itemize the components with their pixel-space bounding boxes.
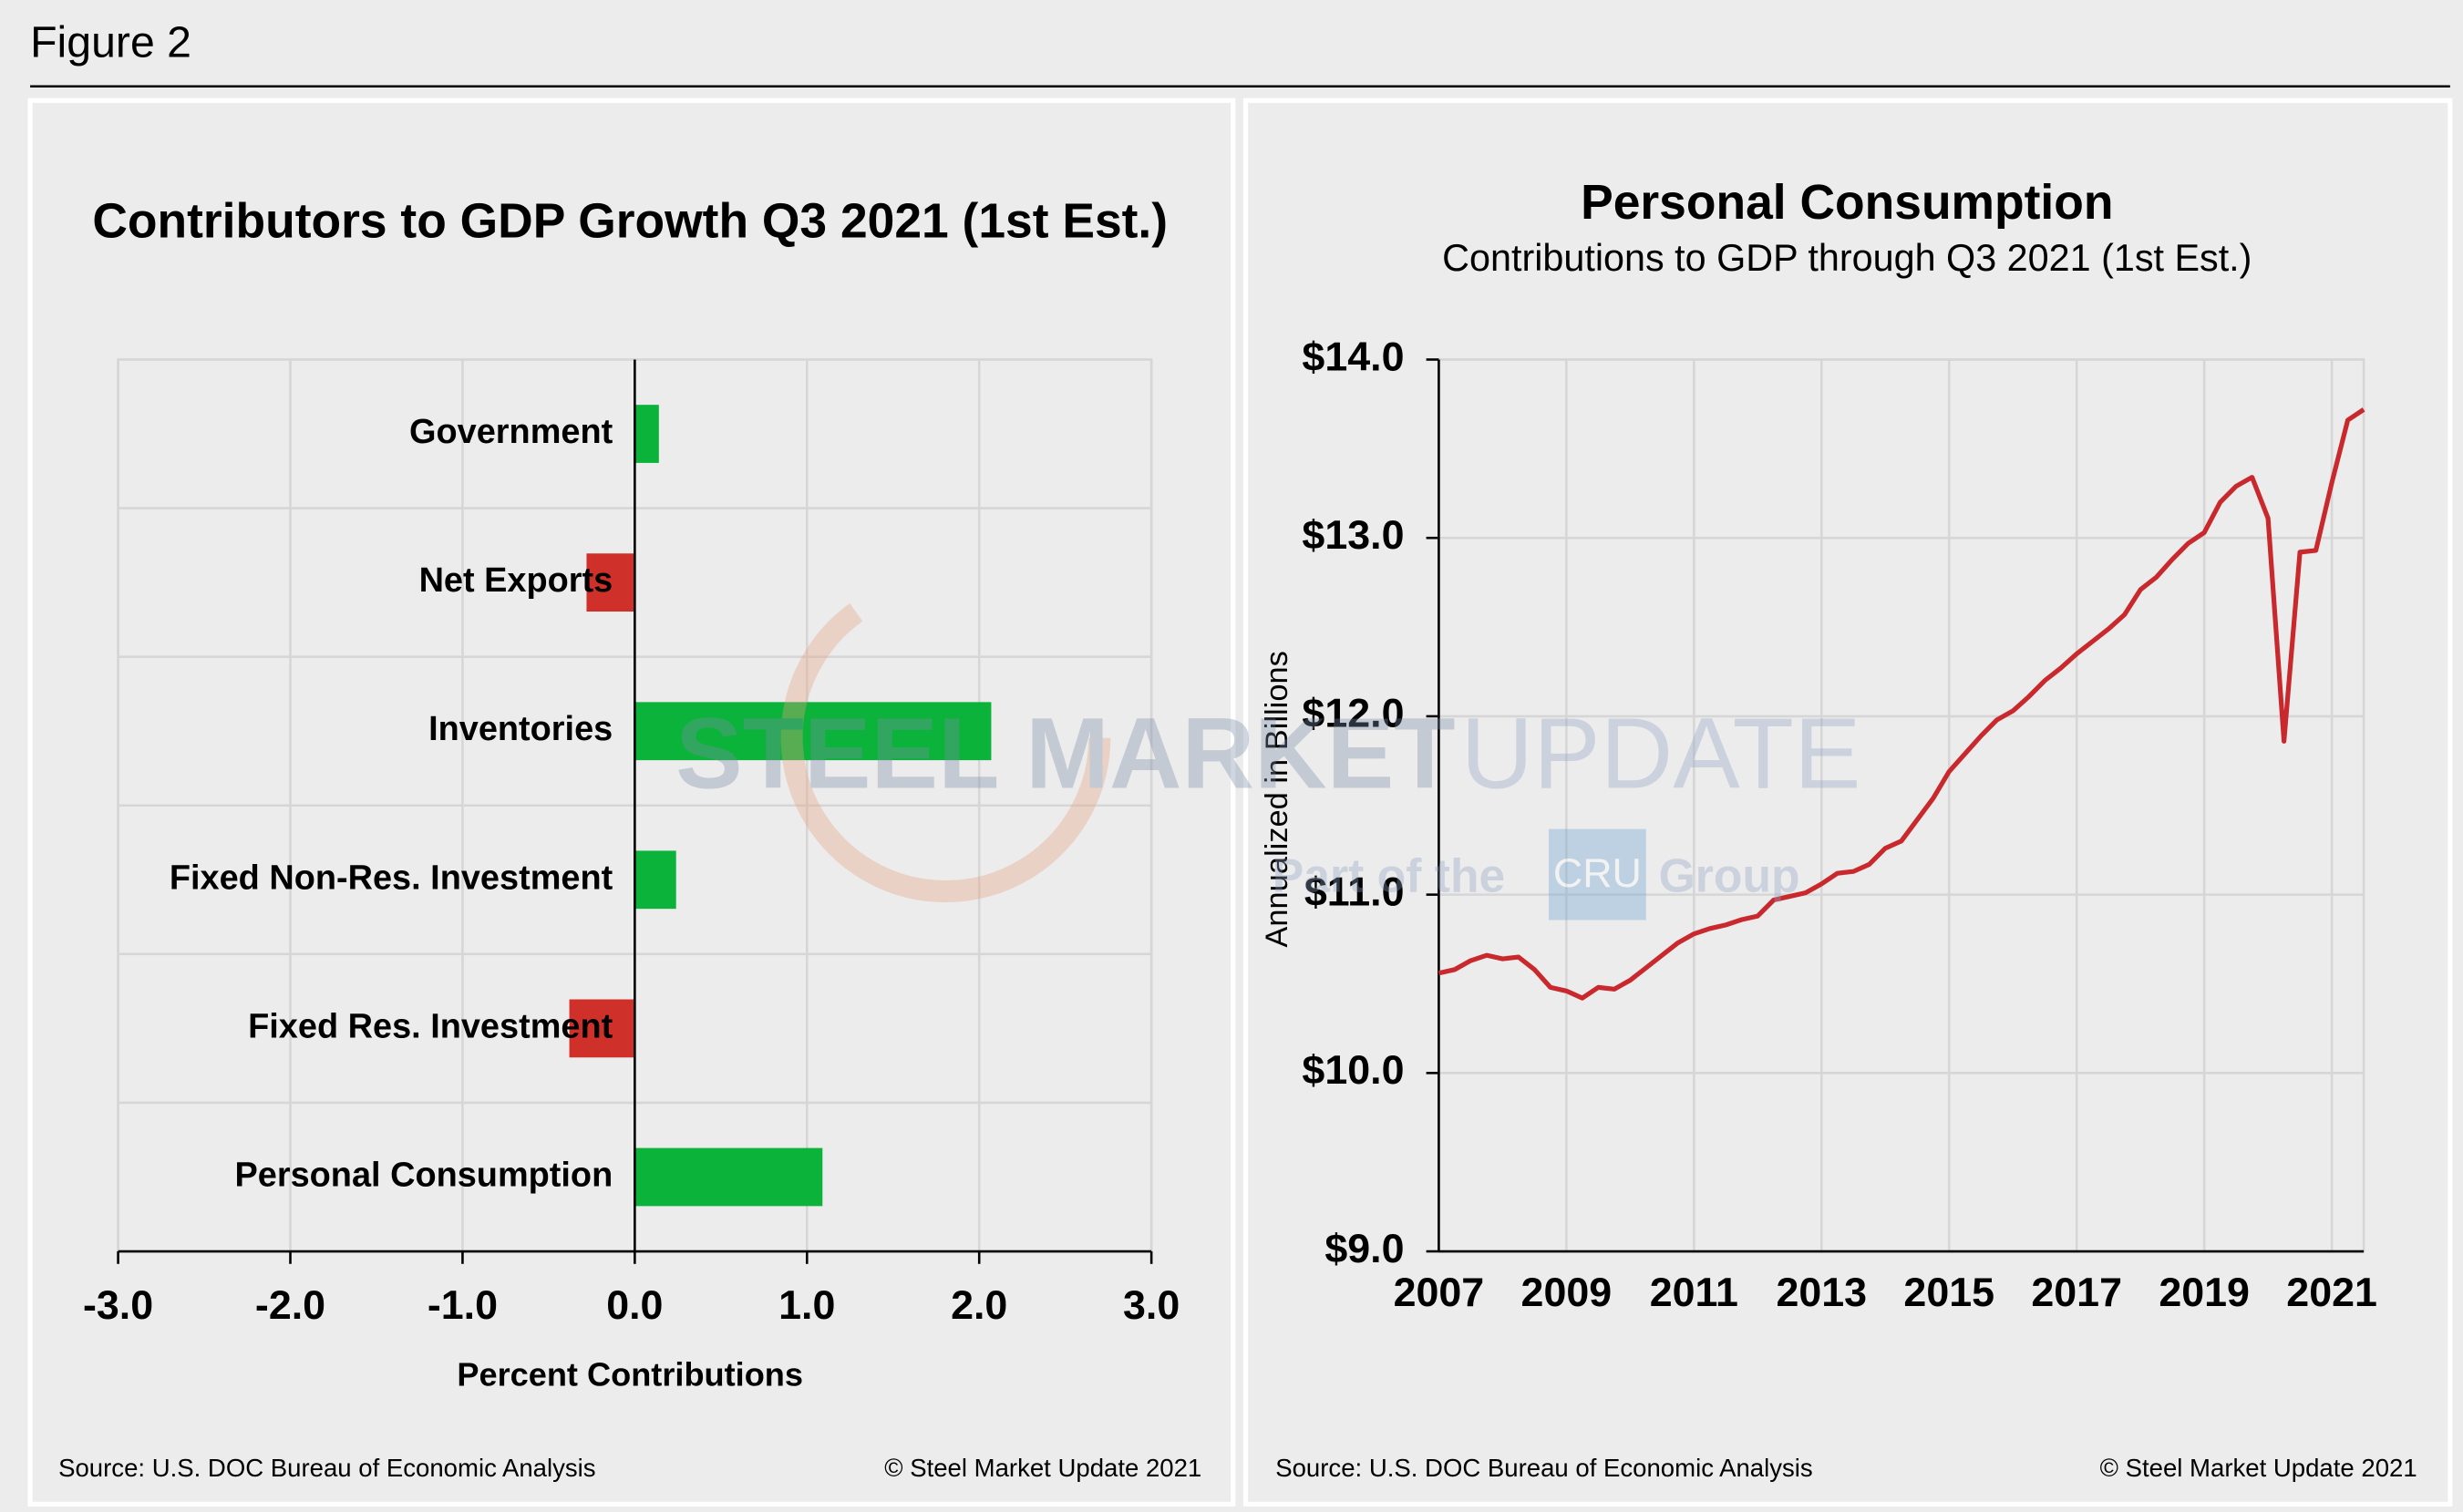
x-tick-label: 2007 [1394,1270,1485,1315]
x-tick-label: 0.0 [606,1282,663,1328]
x-tick-label: 3.0 [1123,1282,1180,1328]
right-panel [1242,98,2453,1507]
bar [634,1147,823,1207]
watermark-tagline: Part of the [1273,849,1506,901]
category-label: Personal Consumption [235,1156,613,1194]
category-label: Fixed Non-Res. Investment [170,859,613,897]
series-line [1438,407,2365,1001]
x-tick-label: -3.0 [83,1282,153,1328]
x-tick-label: -1.0 [428,1282,498,1328]
y-tick-label: $9.0 [1324,1226,1404,1271]
left-panel [27,98,1236,1507]
watermark-arc [780,603,1111,903]
category-label: Fixed Res. Investment [248,1007,613,1045]
watermark-logo: CRU [1553,850,1642,896]
watermark: STEEL MARKET UPDATE Part of the CRU Grou… [675,603,1861,921]
x-tick-label: 2009 [1521,1270,1613,1315]
x-tick-label: 1.0 [778,1282,835,1328]
y-tick-label: $11.0 [1304,869,1405,914]
bar [634,850,676,910]
x-tick-label: 2013 [1776,1270,1867,1315]
watermark-brand: STEEL MARKET [675,698,1456,810]
x-tick-label: 2019 [2159,1270,2250,1315]
bar [634,702,992,761]
category-label: Government [409,413,613,451]
x-tick-label: 2.0 [951,1282,1007,1328]
y-tick-label: $13.0 [1302,512,1404,558]
x-tick-label: 2015 [1903,1270,1994,1315]
bar [586,553,635,612]
x-tick-label: 2011 [1650,1270,1738,1315]
bar [634,405,659,463]
bar [569,999,635,1058]
x-tick-label: -2.0 [255,1282,325,1328]
figure-header: Figure 2 [30,18,191,67]
watermark-tagline-2: Group [1659,849,1800,901]
x-tick-label: 2017 [2031,1270,2122,1315]
copyright: © Steel Market Update 2021 [2100,1454,2417,1482]
x-tick-label: 2021 [2286,1270,2377,1315]
source: Source: U.S. DOC Bureau of Economic Anal… [1275,1454,1812,1482]
chart-title: Personal Consumption [1581,176,2113,230]
source: Source: U.S. DOC Bureau of Economic Anal… [58,1454,595,1482]
copyright: © Steel Market Update 2021 [884,1454,1201,1482]
y-tick-label: $14.0 [1302,334,1404,379]
y-axis-label: Annualized in Billions [1260,651,1294,947]
category-label: Net Exports [419,561,613,600]
watermark-brand-light: UPDATE [1461,698,1861,810]
y-tick-label: $12.0 [1302,691,1404,736]
category-label: Inventories [428,710,613,748]
chart-title: Contributors to GDP Growth Q3 2021 (1st … [92,194,1168,248]
watermark-logo-box [1548,828,1646,921]
charts: Contributors to GDP Growth Q3 2021 (1st … [58,176,2417,1482]
x-axis-label: Percent Contributions [457,1355,803,1393]
y-tick-label: $10.0 [1302,1047,1404,1093]
chart-subtitle: Contributions to GDP through Q3 2021 (1s… [1442,237,2252,279]
